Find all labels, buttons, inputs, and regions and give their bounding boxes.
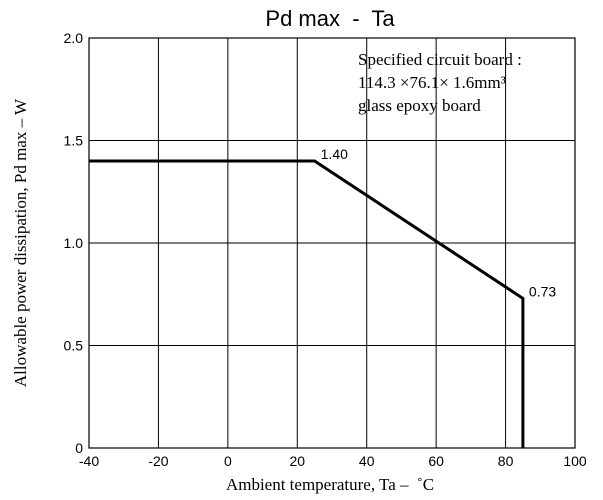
- annotation-line-1: Specified circuit board :: [358, 50, 522, 69]
- x-tick-label: 0: [224, 453, 232, 469]
- y-tick-labels: 0 0.5 1.0 1.5 2.0: [64, 30, 84, 456]
- y-tick-label: 0.5: [64, 338, 84, 354]
- annotation-line-2: 114.3 ×76.1× 1.6mm³: [358, 73, 506, 92]
- x-tick-label: -40: [79, 453, 99, 469]
- circuit-board-annotation: Specified circuit board : 114.3 ×76.1× 1…: [358, 50, 522, 115]
- x-tick-label: 60: [428, 453, 444, 469]
- x-tick-label: 80: [498, 453, 514, 469]
- y-tick-label: 2.0: [64, 30, 84, 46]
- x-tick-label: -20: [148, 453, 168, 469]
- grid-lines: [89, 38, 575, 448]
- x-tick-label: 100: [563, 453, 587, 469]
- x-axis-label: Ambient temperature, Ta – ˚C: [226, 475, 434, 494]
- y-tick-label: 1.5: [64, 133, 84, 149]
- data-label: 0.73: [529, 283, 556, 299]
- plot-frame: [88, 37, 576, 449]
- series-line-pd-max: [89, 159, 525, 448]
- x-tick-label: 20: [289, 453, 305, 469]
- y-axis-label: Allowable power dissipation, Pd max – W: [11, 98, 30, 387]
- y-tick-label: 1.0: [64, 235, 84, 251]
- x-tick-label: 40: [359, 453, 375, 469]
- data-labels: 1.40 0.73: [321, 146, 557, 299]
- data-label: 1.40: [321, 146, 348, 162]
- annotation-line-3: glass epoxy board: [358, 96, 481, 115]
- x-tick-labels: -40 -20 0 20 40 60 80 100: [79, 453, 587, 469]
- chart-title: Pd max - Ta: [265, 6, 395, 31]
- y-tick-label: 0: [75, 440, 83, 456]
